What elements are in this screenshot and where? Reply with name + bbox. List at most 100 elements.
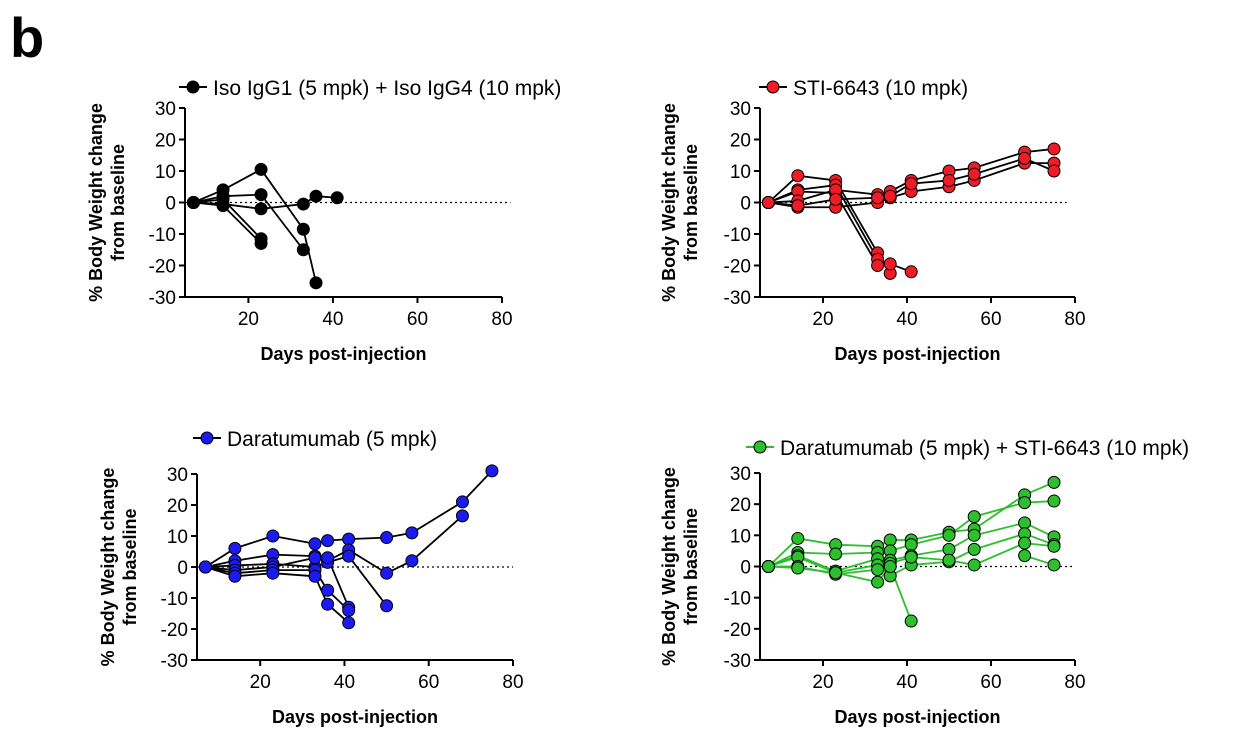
data-point (296, 222, 310, 236)
legend-marker (753, 440, 767, 454)
series-line (768, 162, 1054, 209)
data-point (942, 173, 956, 187)
data-point (308, 569, 322, 583)
data-point (1047, 558, 1061, 572)
data-point (1018, 536, 1032, 550)
y-tick-label: -30 (149, 288, 176, 309)
data-point (380, 599, 394, 613)
x-tick-label: 20 (250, 672, 271, 693)
data-point (871, 259, 885, 272)
y-tick-label: 30 (730, 99, 751, 120)
y-tick-label: 20 (730, 131, 751, 152)
y-tick-label: 20 (167, 496, 188, 517)
data-point (309, 276, 323, 290)
x-tick-label: 80 (1064, 309, 1085, 330)
data-point (904, 538, 918, 552)
y-tick-label: 10 (167, 527, 188, 548)
x-tick-label: 80 (502, 672, 523, 693)
x-tick-label: 60 (418, 672, 439, 693)
x-tick-label: 40 (322, 309, 343, 330)
data-point (761, 196, 775, 209)
data-point (942, 553, 956, 567)
x-tick-label: 60 (980, 672, 1001, 693)
data-point (1047, 475, 1061, 489)
x-axis-title: Days post-injection (834, 344, 1000, 364)
data-point (791, 531, 805, 545)
data-point (254, 188, 268, 202)
series-line (204, 470, 493, 568)
data-point (321, 551, 335, 565)
y-tick-label: 10 (730, 162, 751, 183)
data-point (883, 257, 897, 271)
x-axis-title: Days post-injection (260, 344, 426, 364)
data-point (1018, 151, 1032, 165)
data-point (380, 531, 394, 545)
y-tick-label: 0 (740, 558, 751, 579)
y-tick-label: -20 (149, 257, 176, 278)
data-point (266, 566, 280, 580)
x-tick-label: 60 (980, 309, 1001, 330)
x-tick-label: 40 (334, 672, 355, 693)
legend-marker (766, 80, 780, 94)
data-point (829, 192, 843, 206)
data-point (871, 563, 885, 577)
y-tick-label: -20 (724, 257, 751, 278)
series-line (768, 148, 1055, 204)
data-point (216, 197, 230, 211)
y-tick-label: -10 (724, 225, 751, 246)
data-point (871, 575, 885, 589)
y-tick-label: 30 (155, 99, 176, 120)
y-axis-title: % Body Weight change from baseline (659, 467, 701, 666)
data-point (254, 236, 268, 250)
data-point (198, 560, 212, 574)
chart-daratumumab-plus-sti-6643: -30 -20 -10 0 10 20 30 20 40 60 80 Days post-inject… (659, 437, 1189, 727)
data-point (761, 560, 775, 573)
data-point (829, 566, 843, 580)
data-point (380, 566, 394, 580)
data-point (228, 541, 242, 555)
y-tick-label: -30 (161, 651, 188, 672)
data-point (254, 202, 268, 216)
data-point (342, 532, 356, 546)
data-point (186, 196, 200, 209)
data-point (321, 534, 335, 548)
y-tick-label: 0 (740, 194, 751, 215)
y-tick-label: 10 (155, 162, 176, 183)
y-axis-title: % Body Weight change from baseline (86, 103, 128, 302)
y-tick-label: -30 (724, 288, 751, 309)
x-tick-label: 40 (896, 309, 917, 330)
series-line (193, 168, 317, 284)
legend-marker (186, 80, 200, 94)
y-tick-label: 30 (730, 464, 751, 485)
data-point (266, 529, 280, 543)
data-point (296, 243, 310, 257)
data-point (321, 597, 335, 611)
data-point (967, 167, 981, 181)
y-tick-label: -30 (724, 651, 751, 672)
y-tick-label: -10 (724, 589, 751, 610)
chart-daratumumab: -30 -20 -10 0 10 20 30 20 40 60 80 Days post-inject… (98, 428, 524, 727)
data-point (791, 561, 805, 575)
y-tick-label: 0 (165, 194, 176, 215)
data-point (309, 189, 323, 203)
data-point (1018, 496, 1032, 510)
data-point (904, 177, 918, 191)
data-point (1047, 494, 1061, 508)
series-line (193, 193, 305, 251)
data-point (342, 616, 356, 630)
panel-label: b (10, 6, 44, 69)
data-point (405, 526, 419, 540)
data-point (308, 537, 322, 551)
y-tick-label: -10 (161, 589, 188, 610)
y-tick-label: -20 (161, 620, 188, 641)
x-axis-title: Days post-injection (272, 707, 438, 727)
data-point (871, 191, 885, 205)
x-tick-label: 60 (407, 309, 428, 330)
data-point (904, 550, 918, 564)
series-line (768, 521, 1055, 573)
y-axis-title: % Body Weight change from baseline (98, 468, 140, 667)
data-point (455, 495, 469, 509)
data-point (829, 547, 843, 561)
chart-iso-control: -30 -20 -10 0 10 20 30 20 40 60 80 Days post-inject… (86, 77, 561, 364)
